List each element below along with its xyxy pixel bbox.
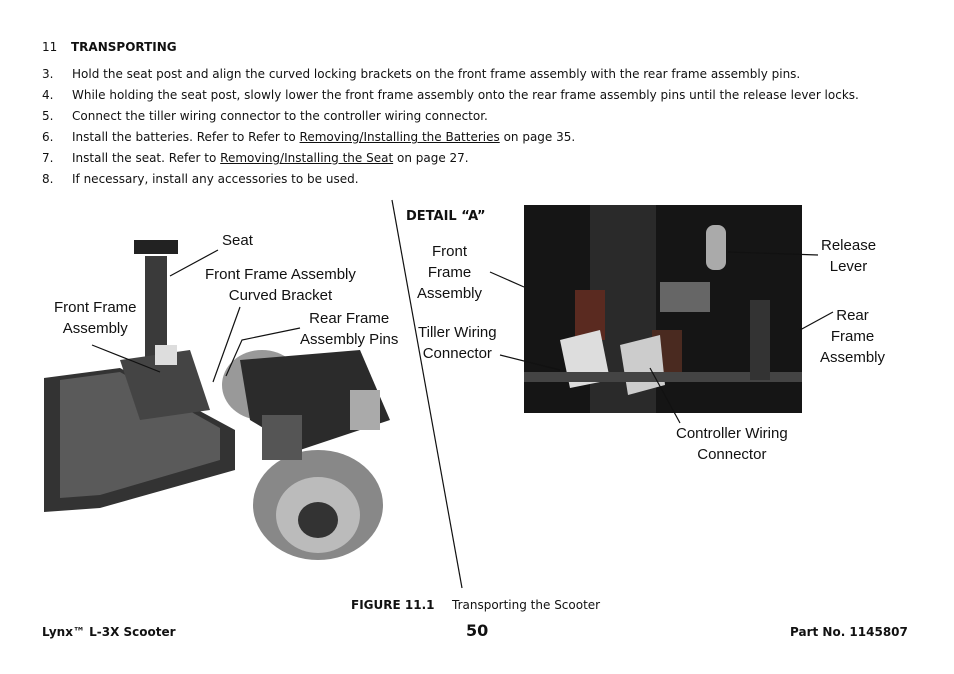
step-text: While holding the seat post, slowly lowe… — [72, 88, 859, 102]
footer-part: Part No. 1145807 — [790, 625, 908, 639]
section-title: TRANSPORTING — [71, 40, 177, 54]
label-line: Lever — [829, 258, 868, 275]
step-number: 4. — [42, 88, 54, 102]
step-text-part: If necessary, install any accessories to… — [72, 172, 359, 186]
step-text-part: on page 35. — [499, 130, 576, 144]
label-line: Seat — [222, 232, 253, 249]
label-line: Front Frame Assembly — [205, 266, 356, 283]
step-text-part: While holding the seat post, slowly lowe… — [72, 88, 859, 102]
step-text: Hold the seat post and align the curved … — [72, 67, 800, 81]
step-text-part: Install the seat. Refer to — [72, 151, 221, 165]
label-line: Rear — [836, 307, 869, 324]
step-number: 3. — [42, 67, 54, 81]
step-text: Connect the tiller wiring connector to t… — [72, 109, 488, 123]
label-line: Controller Wiring — [676, 425, 788, 442]
step-text: Install the seat. Refer to Removing/Inst… — [72, 151, 469, 165]
label-line: Curved Bracket — [228, 287, 333, 304]
label: Seat — [222, 230, 253, 251]
page-number: 50 — [466, 621, 489, 640]
leader-lines — [91, 249, 834, 424]
cross-reference[interactable]: Removing/Installing the Batteries — [299, 130, 500, 144]
label-line: Connector — [697, 446, 767, 463]
detail-title: DETAIL “A” — [406, 209, 486, 224]
label-line: Assembly — [820, 349, 886, 366]
label: Controller Wiring Connector — [676, 423, 788, 465]
step-number: 5. — [42, 109, 54, 123]
label: Release Lever — [821, 235, 876, 277]
section-number: 11 — [42, 40, 58, 54]
step-text-part: Hold the seat post and align the curved … — [72, 67, 801, 81]
label-line: Front Frame — [54, 299, 137, 316]
label-line: Frame — [830, 328, 875, 345]
label: Rear Frame Assembly Pins — [300, 308, 398, 350]
scooter-photo — [44, 240, 390, 560]
step-text: Install the batteries. Refer to Refer to… — [72, 130, 575, 144]
step-text-part: Connect the tiller wiring connector to t… — [72, 109, 488, 123]
step-text-part: on page 27. — [393, 151, 469, 165]
footer-product: Lynx™ L-3X Scooter — [42, 625, 176, 639]
label-line: Rear Frame — [309, 310, 390, 327]
label: Front Frame Assembly — [54, 297, 137, 339]
label: Rear Frame Assembly — [820, 305, 885, 368]
label-line: Assembly Pins — [300, 331, 399, 348]
label-line: Assembly — [417, 285, 483, 302]
detail-photo — [524, 205, 802, 413]
caption-number: FIGURE 11.1 — [351, 598, 435, 612]
label: Tiller Wiring Connector — [418, 322, 497, 364]
label-line: Connector — [422, 345, 492, 362]
label-line: Front — [432, 243, 468, 260]
step-number: 7. — [42, 151, 54, 165]
caption-text: Transporting the Scooter — [452, 598, 601, 612]
step-number: 6. — [42, 130, 54, 144]
label: Front Frame Assembly — [417, 241, 482, 304]
step-number: 8. — [42, 172, 54, 186]
label-line: Assembly — [62, 320, 128, 337]
cross-reference[interactable]: Removing/Installing the Seat — [220, 151, 394, 165]
label: Front Frame Assembly Curved Bracket — [205, 264, 356, 306]
label-line: Release — [821, 237, 877, 254]
label-line: Tiller Wiring — [418, 324, 497, 341]
label-line: Frame — [427, 264, 472, 281]
step-text-part: Install the batteries. Refer to Refer to — [72, 130, 300, 144]
step-text: If necessary, install any accessories to… — [72, 172, 359, 186]
